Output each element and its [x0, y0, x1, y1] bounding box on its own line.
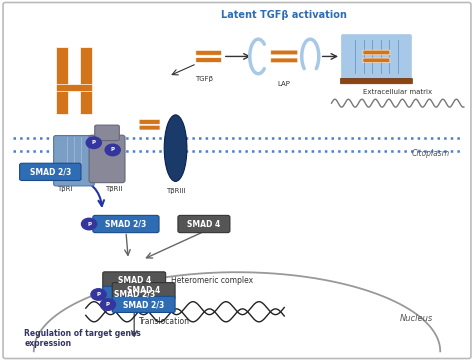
Text: P: P	[97, 292, 100, 297]
Text: Latent TGFβ activation: Latent TGFβ activation	[221, 10, 347, 20]
Text: P: P	[106, 302, 110, 307]
Text: TGFβ: TGFβ	[195, 76, 213, 82]
Text: Regulation of target genes
expression: Regulation of target genes expression	[24, 329, 141, 348]
FancyBboxPatch shape	[112, 296, 175, 313]
Text: TβRI: TβRI	[57, 186, 72, 192]
FancyBboxPatch shape	[95, 125, 119, 140]
Text: SMAD 4: SMAD 4	[187, 219, 220, 229]
Text: LAP: LAP	[278, 81, 291, 87]
FancyBboxPatch shape	[196, 58, 221, 62]
Text: Extracellular matrix: Extracellular matrix	[363, 90, 432, 95]
FancyBboxPatch shape	[341, 35, 411, 79]
Text: Translocation: Translocation	[139, 317, 190, 326]
Circle shape	[91, 289, 106, 300]
FancyBboxPatch shape	[112, 283, 175, 299]
Text: Citoplasm: Citoplasm	[412, 149, 450, 158]
Text: SMAD 2/3: SMAD 2/3	[30, 168, 71, 177]
Text: SMAD 4: SMAD 4	[118, 275, 151, 284]
FancyBboxPatch shape	[93, 216, 159, 232]
FancyBboxPatch shape	[340, 78, 412, 84]
FancyBboxPatch shape	[271, 50, 298, 55]
Bar	[56, 84, 92, 91]
Text: TβRIII: TβRIII	[166, 188, 185, 194]
Circle shape	[105, 144, 120, 156]
Text: Nucleus: Nucleus	[400, 314, 433, 323]
Text: SMAD 2/3: SMAD 2/3	[105, 219, 146, 229]
Text: SMAD 2/3: SMAD 2/3	[123, 300, 164, 309]
FancyBboxPatch shape	[178, 216, 230, 232]
FancyBboxPatch shape	[271, 58, 298, 63]
Text: TβRII: TβRII	[105, 186, 123, 192]
FancyBboxPatch shape	[139, 125, 160, 130]
FancyBboxPatch shape	[3, 3, 471, 358]
Circle shape	[86, 137, 101, 148]
Text: P: P	[111, 147, 115, 152]
Text: P: P	[92, 140, 96, 145]
Bar	[80, 47, 92, 114]
Circle shape	[82, 218, 97, 230]
Bar	[56, 47, 68, 114]
FancyBboxPatch shape	[139, 119, 160, 124]
Ellipse shape	[164, 115, 187, 181]
FancyBboxPatch shape	[54, 135, 94, 186]
Text: P: P	[87, 222, 91, 226]
Circle shape	[100, 299, 116, 310]
FancyBboxPatch shape	[89, 135, 125, 183]
Text: Heteromeric complex: Heteromeric complex	[171, 275, 253, 284]
FancyBboxPatch shape	[103, 286, 165, 303]
FancyBboxPatch shape	[363, 50, 390, 55]
FancyBboxPatch shape	[363, 58, 390, 63]
Text: SMAD 4: SMAD 4	[127, 286, 160, 295]
FancyBboxPatch shape	[19, 163, 81, 180]
FancyBboxPatch shape	[103, 272, 165, 288]
FancyBboxPatch shape	[196, 51, 221, 55]
Text: SMAD 2/3: SMAD 2/3	[114, 290, 155, 299]
